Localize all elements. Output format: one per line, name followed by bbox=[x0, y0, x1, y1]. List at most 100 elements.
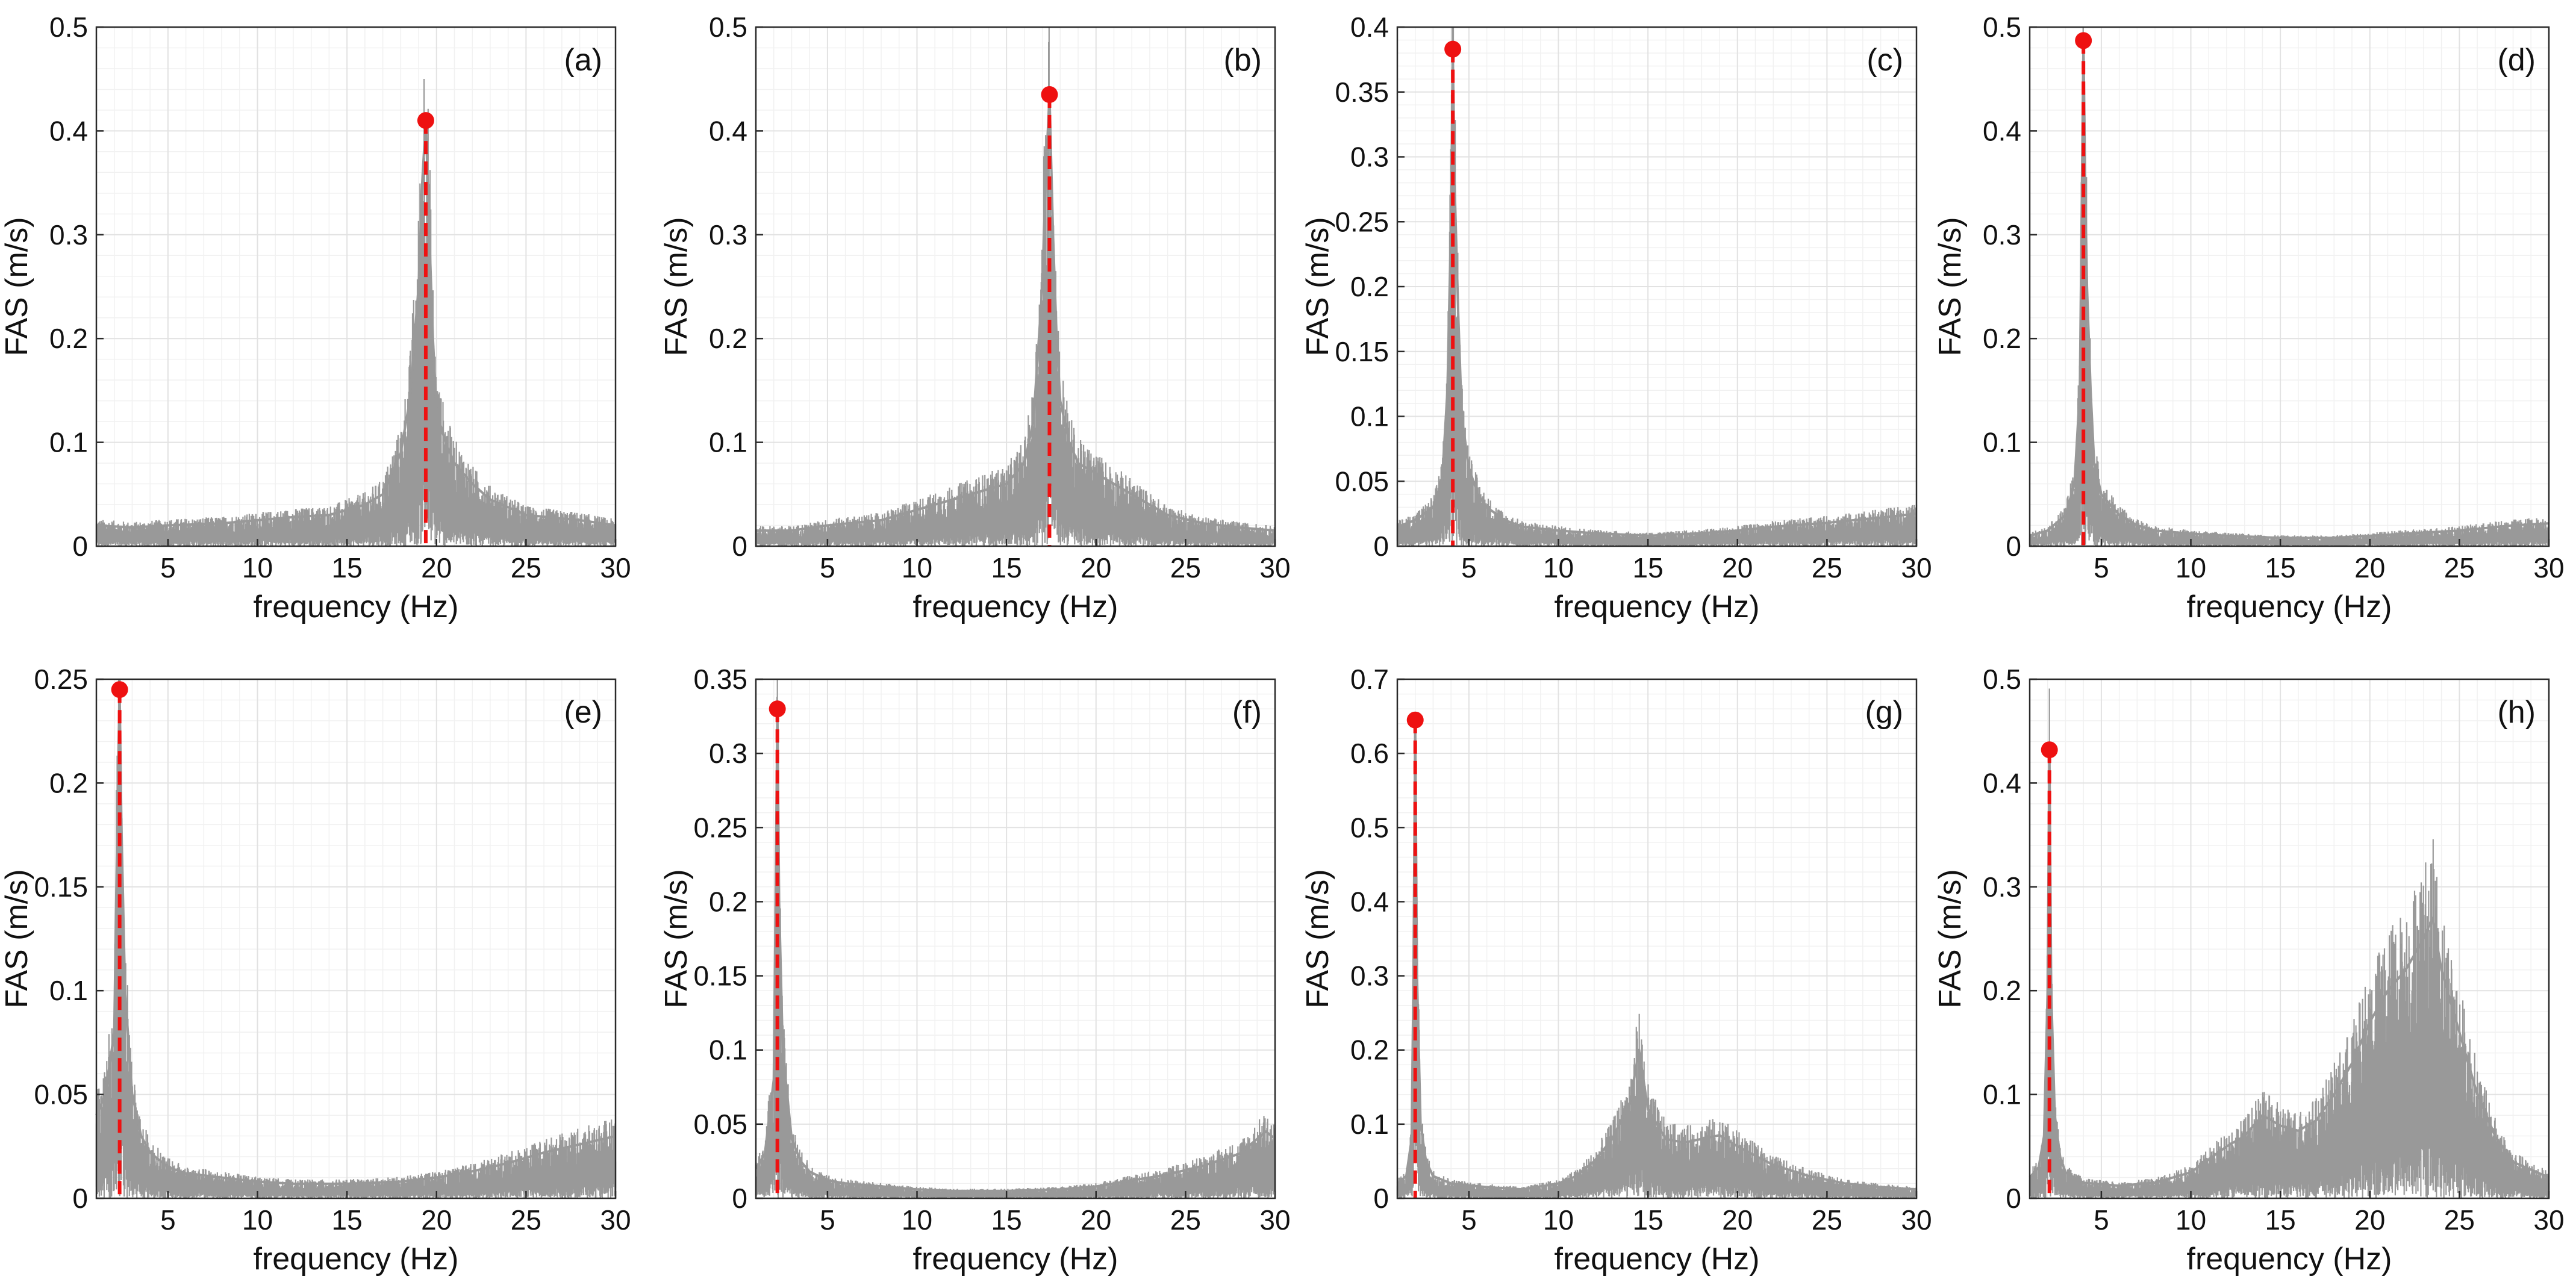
x-axis-label: frequency (Hz) bbox=[1555, 590, 1760, 624]
x-tick-label: 15 bbox=[991, 552, 1022, 583]
y-tick-label: 0.5 bbox=[49, 11, 88, 43]
chart-panel-f: 5 10 15 20 25 30 0 0.05 0.1 0.15 0.2 0.25 0.3 0.35 fre… bbox=[659, 664, 1291, 1277]
spectrum-envelope bbox=[756, 93, 1276, 532]
y-tick-label: 0.4 bbox=[1983, 115, 2021, 146]
x-tick-label: 15 bbox=[2265, 1204, 2296, 1236]
y-tick-label: 0.2 bbox=[49, 323, 88, 354]
y-tick-label: 0.1 bbox=[49, 427, 88, 458]
y-tick-label: 0.15 bbox=[34, 871, 88, 903]
y-tick-label: 0 bbox=[72, 530, 88, 562]
y-tick-label: 0.25 bbox=[34, 664, 88, 695]
y-tick-label: 0.1 bbox=[1350, 1109, 1389, 1140]
x-axis-label: frequency (Hz) bbox=[913, 1242, 1118, 1277]
panel-label: (b) bbox=[1223, 43, 1262, 78]
x-tick-label: 25 bbox=[2444, 1204, 2475, 1236]
spectrum-envelope bbox=[96, 119, 616, 529]
y-tick-label: 0.4 bbox=[709, 115, 747, 146]
y-tick-label: 0 bbox=[732, 530, 747, 562]
spectrum-envelope bbox=[755, 708, 1276, 1192]
x-tick-label: 30 bbox=[1259, 552, 1290, 583]
x-tick-label: 5 bbox=[2094, 552, 2109, 583]
chart-panel-b: 5 10 15 20 25 30 0 0.1 0.2 0.3 0.4 0.5 frequency (Hz… bbox=[659, 11, 1291, 624]
chart-panel-e: 5 10 15 20 25 30 0 0.05 0.1 0.15 0.2 0.25 frequency … bbox=[0, 664, 631, 1277]
peak-marker bbox=[1444, 40, 1462, 58]
x-tick-label: 15 bbox=[332, 1204, 363, 1236]
y-tick-label: 0.3 bbox=[1350, 142, 1389, 173]
x-tick-label: 10 bbox=[242, 552, 273, 583]
y-tick-label: 0 bbox=[72, 1183, 88, 1214]
x-tick-label: 30 bbox=[600, 552, 631, 583]
peak-marker bbox=[1406, 711, 1424, 729]
axes-box bbox=[755, 678, 1276, 1199]
y-tick-label: 0.2 bbox=[1983, 323, 2021, 354]
y-tick-label: 0.2 bbox=[1350, 271, 1389, 302]
y-tick-label: 0.4 bbox=[1350, 11, 1389, 43]
spectrum-series bbox=[755, 27, 1276, 546]
peak-marker bbox=[2075, 32, 2092, 49]
x-tick-label: 20 bbox=[1081, 1204, 1111, 1236]
x-tick-label: 15 bbox=[332, 552, 363, 583]
x-tick-label: 30 bbox=[600, 1204, 631, 1236]
y-tick-label: 0.4 bbox=[49, 115, 88, 146]
x-tick-label: 20 bbox=[2354, 1204, 2385, 1236]
x-tick-label: 5 bbox=[1461, 552, 1477, 583]
panel-label: (a) bbox=[564, 43, 602, 78]
y-axis-label: FAS (m/s) bbox=[0, 869, 34, 1008]
y-axis-label: FAS (m/s) bbox=[1300, 869, 1335, 1008]
x-axis-label: frequency (Hz) bbox=[913, 590, 1118, 624]
chart-panel-c: 5 10 15 20 25 30 0 0.05 0.1 0.15 0.2 0.25 0.3 0.35 0.4… bbox=[1300, 11, 1932, 624]
y-tick-label: 0 bbox=[2006, 1183, 2021, 1214]
spectrum-series bbox=[95, 679, 617, 1198]
y-tick-label: 0.2 bbox=[1983, 975, 2021, 1006]
x-tick-label: 5 bbox=[2094, 1204, 2109, 1236]
x-tick-label: 5 bbox=[1461, 1204, 1477, 1236]
y-tick-label: 0.15 bbox=[693, 960, 747, 992]
x-tick-label: 10 bbox=[242, 1204, 273, 1236]
axes-box bbox=[2029, 678, 2550, 1199]
x-tick-label: 15 bbox=[991, 1204, 1022, 1236]
x-tick-label: 25 bbox=[1812, 552, 1842, 583]
y-tick-label: 0.2 bbox=[709, 886, 747, 917]
spectrum-series bbox=[2029, 688, 2550, 1198]
y-tick-label: 0.5 bbox=[1983, 11, 2021, 43]
x-tick-label: 5 bbox=[820, 552, 835, 583]
x-tick-label: 20 bbox=[1081, 552, 1111, 583]
y-tick-label: 0 bbox=[1373, 530, 1389, 562]
peak-marker bbox=[111, 681, 128, 698]
x-tick-label: 30 bbox=[1901, 552, 1932, 583]
y-tick-label: 0 bbox=[1373, 1183, 1389, 1214]
x-tick-label: 30 bbox=[1259, 1204, 1290, 1236]
x-tick-label: 5 bbox=[820, 1204, 835, 1236]
y-tick-label: 0.1 bbox=[1983, 427, 2021, 458]
y-tick-label: 0.25 bbox=[1335, 206, 1389, 237]
x-axis-label: frequency (Hz) bbox=[1555, 1242, 1760, 1277]
y-tick-label: 0.4 bbox=[1983, 767, 2021, 798]
x-tick-label: 10 bbox=[902, 1204, 932, 1236]
axes-box bbox=[95, 678, 617, 1199]
panel-label: (g) bbox=[1865, 695, 1903, 730]
y-tick-label: 0.6 bbox=[1350, 738, 1389, 769]
x-tick-label: 20 bbox=[421, 1204, 452, 1236]
peak-marker bbox=[769, 700, 786, 718]
x-tick-label: 20 bbox=[2354, 552, 2385, 583]
x-tick-label: 25 bbox=[1170, 1204, 1201, 1236]
y-axis-label: FAS (m/s) bbox=[659, 217, 694, 356]
y-tick-label: 0.1 bbox=[1350, 401, 1389, 432]
peak-marker bbox=[417, 112, 434, 129]
x-tick-label: 25 bbox=[1170, 552, 1201, 583]
x-tick-label: 20 bbox=[1722, 1204, 1753, 1236]
y-tick-label: 0.05 bbox=[34, 1079, 88, 1110]
y-axis-label: FAS (m/s) bbox=[659, 869, 694, 1008]
y-tick-label: 0.7 bbox=[1350, 664, 1389, 695]
y-tick-label: 0.05 bbox=[693, 1109, 747, 1140]
y-tick-label: 0.1 bbox=[709, 1034, 747, 1066]
chart-panel-d: 5 10 15 20 25 30 0 0.1 0.2 0.3 0.4 0.5 frequency (Hz… bbox=[1933, 11, 2565, 624]
y-tick-label: 0.35 bbox=[1335, 76, 1389, 108]
y-tick-label: 0 bbox=[2006, 530, 2021, 562]
panel-label: (c) bbox=[1867, 43, 1903, 78]
y-tick-label: 0.3 bbox=[1983, 871, 2021, 903]
y-axis-label: FAS (m/s) bbox=[1300, 217, 1335, 356]
x-tick-label: 15 bbox=[1633, 552, 1664, 583]
x-tick-label: 10 bbox=[902, 552, 932, 583]
